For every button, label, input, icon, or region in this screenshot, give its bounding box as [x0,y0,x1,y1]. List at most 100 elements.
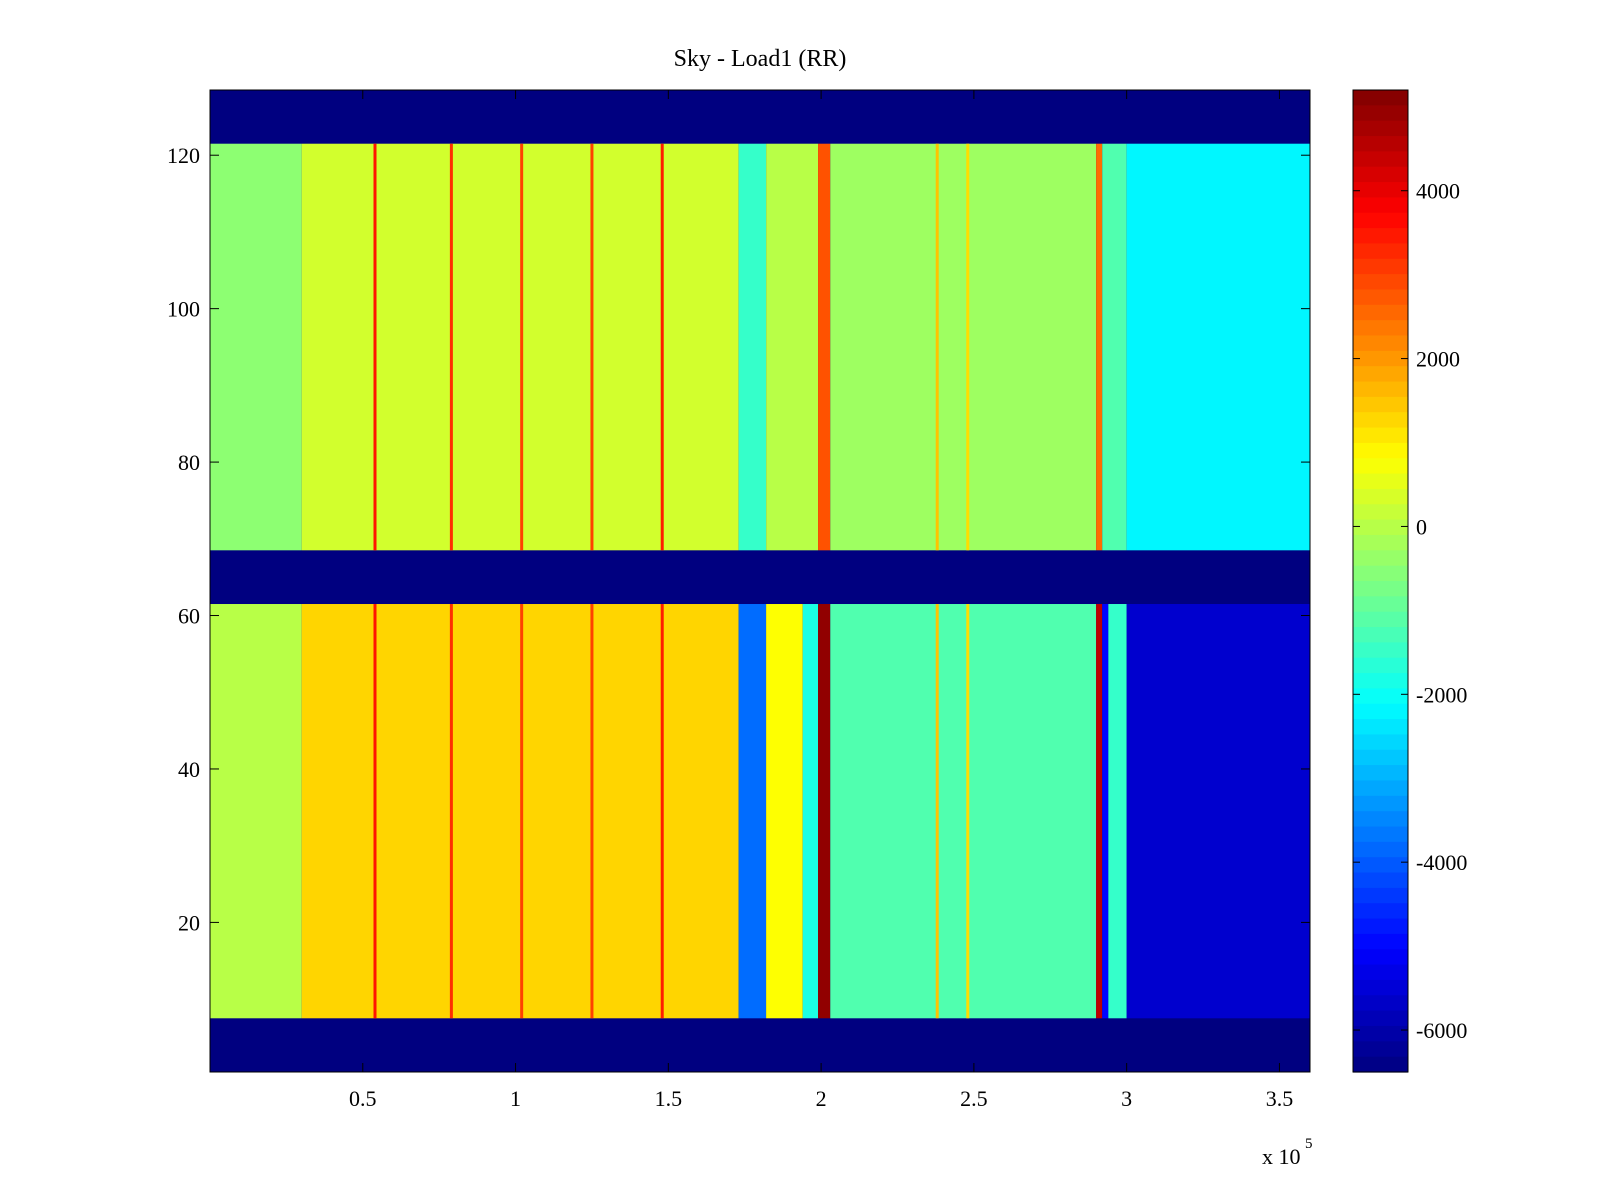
heatmap-segment [301,143,739,551]
colorbar-swatch [1353,136,1408,152]
colorbar-swatch [1353,90,1408,106]
colorbar-swatch [1353,105,1408,122]
colorbar-swatch [1353,534,1408,551]
colorbar-swatch [1353,228,1408,245]
heatmap-segment [1126,143,1310,551]
y-tick-label: 40 [178,757,200,782]
colorbar-swatch [1353,151,1408,168]
colorbar-swatch [1353,949,1408,966]
x-tick-label: 0.5 [349,1086,377,1111]
x-axis: 0.5 1 1.5 2 2.5 3 3.5 [349,90,1293,1111]
colorbar-swatch [1353,780,1408,797]
x-tick-label: 3 [1121,1086,1132,1111]
x-tick-label: 3.5 [1266,1086,1294,1111]
heatmap-stripe [935,143,939,551]
colorbar-swatch [1353,596,1408,613]
y-tick-label: 120 [167,143,200,168]
colorbar-swatch [1353,688,1408,705]
colorbar-swatch [1353,857,1408,874]
colorbar-swatch [1353,335,1408,352]
colorbar-tick-label: -6000 [1416,1018,1467,1043]
y-tick-label: 80 [178,450,200,475]
heatmap-segment [1102,604,1109,1019]
heatmap-stripe [660,604,664,1019]
colorbar-swatch [1353,182,1408,199]
heatmap-segment [738,604,767,1019]
colorbar-swatch [1353,274,1408,291]
colorbar-swatch [1353,442,1408,459]
x-tick-label: 2 [816,1086,827,1111]
colorbar-swatch [1353,826,1408,843]
heatmap-segment [830,604,1097,1019]
colorbar-swatch [1353,381,1408,398]
colorbar-swatch [1353,412,1408,429]
colorbar-swatch [1353,166,1408,183]
colorbar-swatch [1353,795,1408,812]
colorbar-tick-label: 0 [1416,514,1427,539]
heatmap-segment [301,604,739,1019]
heatmap-stripe [449,143,453,551]
colorbar-swatch [1353,212,1408,229]
y-tick-label: 20 [178,910,200,935]
colorbar-swatch [1353,719,1408,736]
colorbar-swatch [1353,703,1408,720]
colorbar-swatch [1353,811,1408,828]
colorbar-swatch [1353,488,1408,505]
colorbar-swatch [1353,427,1408,444]
colorbar-swatch [1353,1041,1408,1058]
y-tick-label: 60 [178,604,200,629]
colorbar-swatch [1353,504,1408,521]
x-tick-label: 2.5 [960,1086,988,1111]
colorbar-swatch [1353,519,1408,536]
colorbar-tick-label: 2000 [1416,347,1460,372]
heatmap-segment [1126,604,1310,1019]
heatmap-segment [766,143,819,551]
heatmap-stripe [590,143,594,551]
heatmap-stripe [520,143,524,551]
heatmap-segment [1108,604,1127,1019]
colorbar: 4000 2000 0 -2000 -4000 -6000 [1352,89,1467,1073]
heatmap-segment [802,604,819,1019]
heatmap-segment [210,143,302,551]
heatmap-segment [818,604,831,1019]
colorbar-frame [1352,89,1409,1073]
colorbar-swatch [1353,627,1408,643]
colorbar-swatch [1353,765,1408,782]
heatmap-stripe [935,604,939,1019]
colorbar-swatch [1353,304,1408,321]
heatmap-segment [1102,143,1127,551]
colorbar-swatch [1353,933,1408,950]
plot-area [209,89,1311,1073]
heatmap-stripe [660,143,664,551]
y-tick-label: 100 [167,297,200,322]
colorbar-swatch [1353,657,1408,674]
colorbar-swatch [1353,458,1408,475]
colorbar-swatch [1353,841,1408,858]
heatmap-segment [1096,604,1103,1019]
colorbar-swatch [1353,872,1408,889]
heatmap-segment [830,143,1097,551]
plot-frame [209,89,1311,1073]
colorbar-tick-label: 4000 [1416,179,1460,204]
colorbar-swatch [1353,258,1408,275]
heatmap-stripe [590,604,594,1019]
colorbar-swatch [1353,1025,1408,1042]
x-tick-label: 1 [510,1086,521,1111]
colorbar-swatch [1353,979,1408,996]
x-tick-label: 1.5 [655,1086,683,1111]
heatmap-segment [210,604,302,1019]
colorbar-swatch [1353,565,1408,582]
heatmap-stripe [373,143,377,551]
colorbar-swatch [1353,581,1408,597]
colorbar-swatch [1353,734,1408,751]
colorbar-swatch [1353,197,1408,214]
colorbar-swatch [1353,903,1408,920]
colorbar-swatch [1353,887,1408,904]
heatmap-segment [818,143,831,551]
colorbar-swatch [1353,673,1408,690]
colorbar-swatch [1353,1056,1408,1073]
heatmap-segment [766,604,803,1019]
x-axis-multiplier: x 10 [1262,1144,1301,1169]
